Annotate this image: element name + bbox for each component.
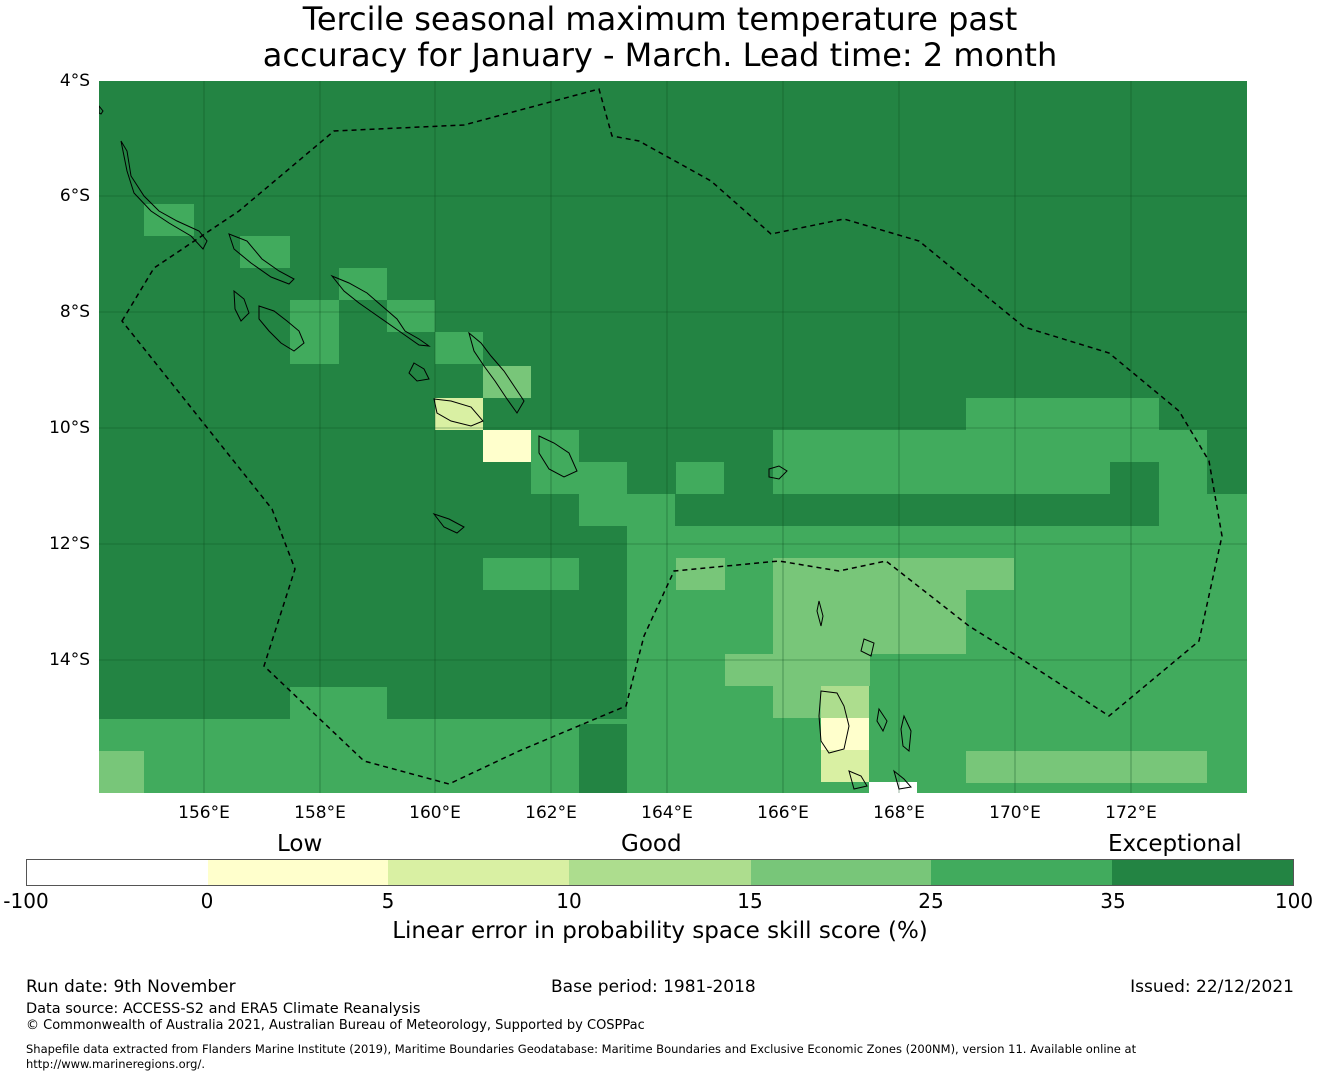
skill-grid-cells: [99, 81, 1247, 793]
lat-label-6s: 6°S: [59, 186, 90, 206]
legend-category-exceptional: Exceptional: [1108, 831, 1242, 857]
lon-label-172e: 172°E: [1105, 803, 1157, 823]
island-coastlines: [99, 105, 912, 790]
colorbar-tick: -100: [3, 889, 49, 913]
issued-date: Issued: 22/12/2021: [1130, 977, 1294, 997]
lat-label-14s: 14°S: [49, 650, 90, 670]
shapefile-credit-line2: http://www.marineregions.org/.: [26, 1057, 205, 1071]
shapefile-credit-line1: Shapefile data extracted from Flanders M…: [26, 1042, 1137, 1056]
base-period: Base period: 1981-2018: [551, 977, 756, 997]
run-date: Run date: 9th November: [26, 977, 236, 997]
colorbar-segment: [27, 860, 208, 885]
colorbar-tick: 25: [918, 889, 944, 913]
data-source: Data source: ACCESS-S2 and ERA5 Climate …: [26, 1001, 421, 1017]
lat-label-4s: 4°S: [59, 71, 90, 91]
lat-label-8s: 8°S: [59, 302, 90, 322]
map-title-line1: Tercile seasonal maximum temperature pas…: [302, 0, 1018, 38]
lon-label-158e: 158°E: [294, 803, 346, 823]
legend-colorbar: [26, 859, 1294, 886]
graticule: [99, 81, 1247, 793]
skill-score-map: [99, 81, 1247, 793]
lon-label-156e: 156°E: [178, 803, 230, 823]
map-title-line2: accuracy for January - March. Lead time:…: [262, 36, 1058, 74]
colorbar-segment: [931, 860, 1112, 885]
lon-label-170e: 170°E: [989, 803, 1041, 823]
colorbar-tick: 35: [1100, 889, 1126, 913]
colorbar-segment: [750, 860, 932, 885]
lon-label-168e: 168°E: [873, 803, 925, 823]
colorbar-tick: 0: [200, 889, 214, 913]
legend-category-low: Low: [277, 831, 323, 857]
colorbar-label: Linear error in probability space skill …: [392, 918, 928, 944]
lon-label-166e: 166°E: [757, 803, 809, 823]
colorbar-segment: [568, 860, 751, 885]
colorbar-segment: [207, 860, 389, 885]
colorbar-segment: [1111, 860, 1293, 885]
colorbar-segment: [388, 860, 569, 885]
lon-label-160e: 160°E: [409, 803, 461, 823]
legend-category-good: Good: [621, 831, 682, 857]
lon-label-162e: 162°E: [525, 803, 577, 823]
colorbar-tick: 100: [1274, 889, 1314, 913]
lat-label-10s: 10°S: [49, 418, 90, 438]
lat-label-12s: 12°S: [49, 534, 90, 554]
lon-label-164e: 164°E: [641, 803, 693, 823]
colorbar-tick: 15: [737, 889, 763, 913]
copyright-notice: © Commonwealth of Australia 2021, Austra…: [26, 1018, 645, 1033]
eez-boundaries: [121, 88, 1223, 785]
colorbar-tick: 5: [381, 889, 395, 913]
colorbar-tick: 10: [556, 889, 582, 913]
